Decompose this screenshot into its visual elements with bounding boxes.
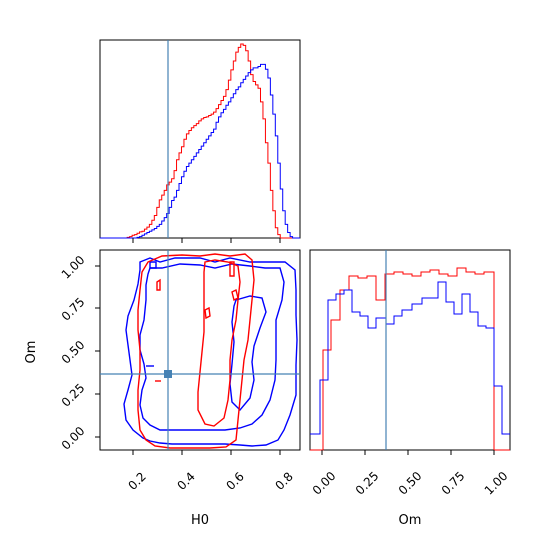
contour-series-a-island-4 bbox=[229, 261, 235, 277]
contour-series-a-island-1 bbox=[156, 278, 161, 291]
contour-series-a-outer bbox=[137, 253, 255, 449]
h0-histogram-ticks bbox=[132, 238, 281, 243]
y-tick-label: 0.75 bbox=[59, 295, 88, 324]
om-histogram-panel: 0.00 0.25 0.50 0.75 1.00 Om bbox=[309, 249, 511, 528]
om-histogram-series-a bbox=[310, 267, 510, 451]
h0-histogram-panel bbox=[99, 39, 301, 243]
y-tick-label: 0.50 bbox=[59, 338, 88, 367]
x-tick-label: 0.4 bbox=[174, 469, 197, 492]
om-x-tick-label: 0.75 bbox=[439, 469, 468, 498]
om-histogram-frame bbox=[309, 249, 511, 451]
x-tick-label: 0.6 bbox=[223, 469, 246, 492]
h0-histogram-frame bbox=[99, 39, 301, 239]
h0-histogram-series-a bbox=[100, 43, 300, 239]
contour-series-a-island-3 bbox=[204, 306, 211, 320]
h0-om-contour-panel: 0.2 0.4 0.6 0.8 0.00 0.25 0.50 0.75 1.00… bbox=[24, 249, 301, 528]
y-tick-label: 0.00 bbox=[59, 424, 88, 453]
contour-series-a-island-2 bbox=[231, 288, 239, 302]
contour-x-ticks: 0.2 0.4 0.6 0.8 bbox=[125, 450, 296, 493]
om-x-tick-label: 0.00 bbox=[310, 469, 339, 498]
om-x-tick-label: 0.25 bbox=[353, 469, 382, 498]
om-histogram-series-b bbox=[310, 281, 510, 435]
contour-series-a-inner bbox=[197, 259, 241, 427]
x-tick-label: 0.8 bbox=[272, 469, 295, 492]
om-x-tick-label: 1.00 bbox=[482, 469, 511, 498]
x-tick-label: 0.2 bbox=[125, 469, 148, 492]
x-axis-label-h0: H0 bbox=[191, 513, 209, 528]
om-x-tick-label: 0.50 bbox=[396, 469, 425, 498]
contour-series-b-outer bbox=[123, 257, 298, 447]
contour-y-ticks: 0.00 0.25 0.50 0.75 1.00 bbox=[59, 253, 100, 453]
contour-frame bbox=[99, 249, 301, 451]
om-x-ticks: 0.00 0.25 0.50 0.75 1.00 bbox=[310, 450, 511, 498]
truth-marker bbox=[164, 370, 172, 378]
contour-series-b-core bbox=[229, 295, 267, 412]
y-axis-label-om: Om bbox=[24, 341, 39, 364]
contour-series-b-blip bbox=[149, 261, 157, 269]
x-axis-label-om: Om bbox=[399, 513, 422, 528]
h0-histogram-series-b bbox=[100, 63, 300, 239]
contour-series-b-inner bbox=[139, 263, 285, 431]
y-tick-label: 1.00 bbox=[59, 253, 88, 282]
y-tick-label: 0.25 bbox=[59, 381, 88, 410]
